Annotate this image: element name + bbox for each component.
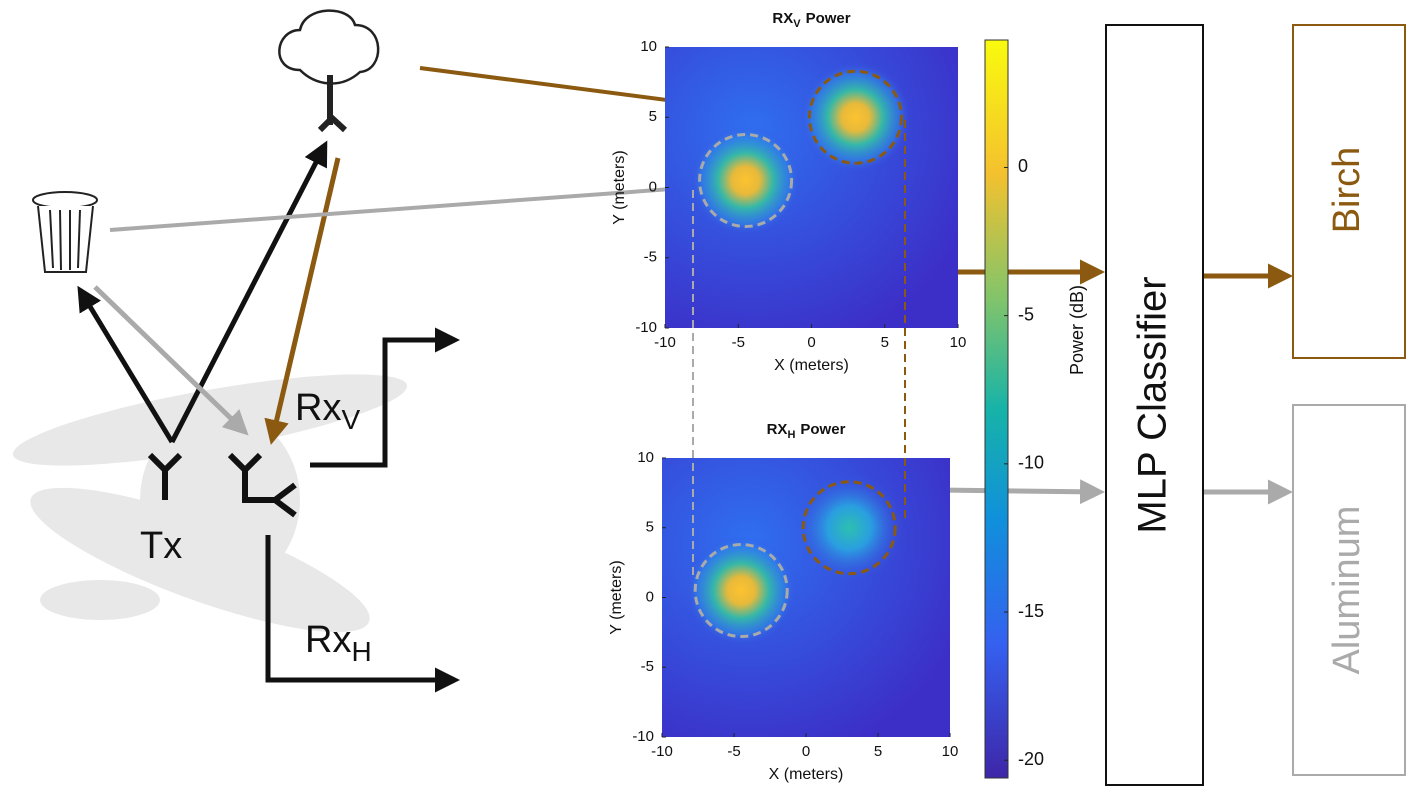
x-tick-label: 10 — [950, 334, 967, 351]
title-sub: V — [793, 18, 801, 30]
x-tick-label: -10 — [654, 334, 676, 351]
title-rest: Power — [800, 421, 845, 438]
y-tick-label: -10 — [632, 728, 654, 745]
heat-peak — [686, 536, 796, 646]
colorbar-tick-label: 0 — [1018, 156, 1028, 176]
y-axis-label: Y (meters) — [608, 560, 625, 634]
tx-label: Tx — [140, 525, 182, 567]
heat-peak — [800, 62, 910, 172]
y-tick-label: 5 — [646, 519, 654, 536]
colorbar-tick-label: -10 — [1018, 453, 1044, 473]
tree — [279, 11, 378, 130]
output-label: Aluminum — [1326, 506, 1368, 675]
trash-can — [33, 192, 97, 272]
x-tick-label: 5 — [881, 334, 889, 351]
colorbar — [985, 40, 1008, 778]
x-tick-label: -5 — [727, 743, 740, 760]
plot-title: RXH Power — [767, 421, 846, 441]
output-label: Birch — [1326, 147, 1368, 234]
colorbar-tick-label: -5 — [1018, 304, 1034, 324]
plot-title: RXV Power — [772, 10, 850, 30]
y-tick-label: 10 — [640, 38, 657, 55]
x-tick-label: 5 — [874, 743, 882, 760]
y-tick-label: -5 — [641, 658, 654, 675]
y-tick-label: 0 — [649, 178, 657, 195]
x-axis-label: X (meters) — [769, 766, 844, 783]
y-tick-label: -10 — [635, 319, 657, 336]
heat-peak — [794, 473, 904, 583]
x-tick-label: 0 — [802, 743, 810, 760]
y-tick-label: -5 — [644, 249, 657, 266]
classifier-label: MLP Classifier — [1131, 276, 1175, 533]
x-axis-label: X (meters) — [774, 357, 849, 374]
colorbar-label: Power (dB) — [1067, 285, 1087, 375]
y-tick-label: 0 — [646, 588, 654, 605]
x-tick-label: -5 — [732, 334, 745, 351]
colorbar-tick-label: -15 — [1018, 601, 1044, 621]
title-rest: Power — [806, 10, 851, 27]
title-main: RX — [772, 10, 793, 27]
title-main: RX — [767, 421, 788, 438]
x-tick-label: 0 — [807, 334, 815, 351]
title-sub: H — [787, 429, 795, 441]
y-tick-label: 5 — [649, 108, 657, 125]
heat-peak — [691, 125, 801, 235]
x-tick-label: 10 — [942, 743, 959, 760]
diagram: Tx RxV RxH RXVPower-10-50510-10-50510X (… — [0, 0, 1409, 793]
x-tick-label: -10 — [651, 743, 673, 760]
y-axis-label: Y (meters) — [611, 150, 628, 224]
colorbar-tick-label: -20 — [1018, 749, 1044, 769]
y-tick-label: 10 — [637, 449, 654, 466]
